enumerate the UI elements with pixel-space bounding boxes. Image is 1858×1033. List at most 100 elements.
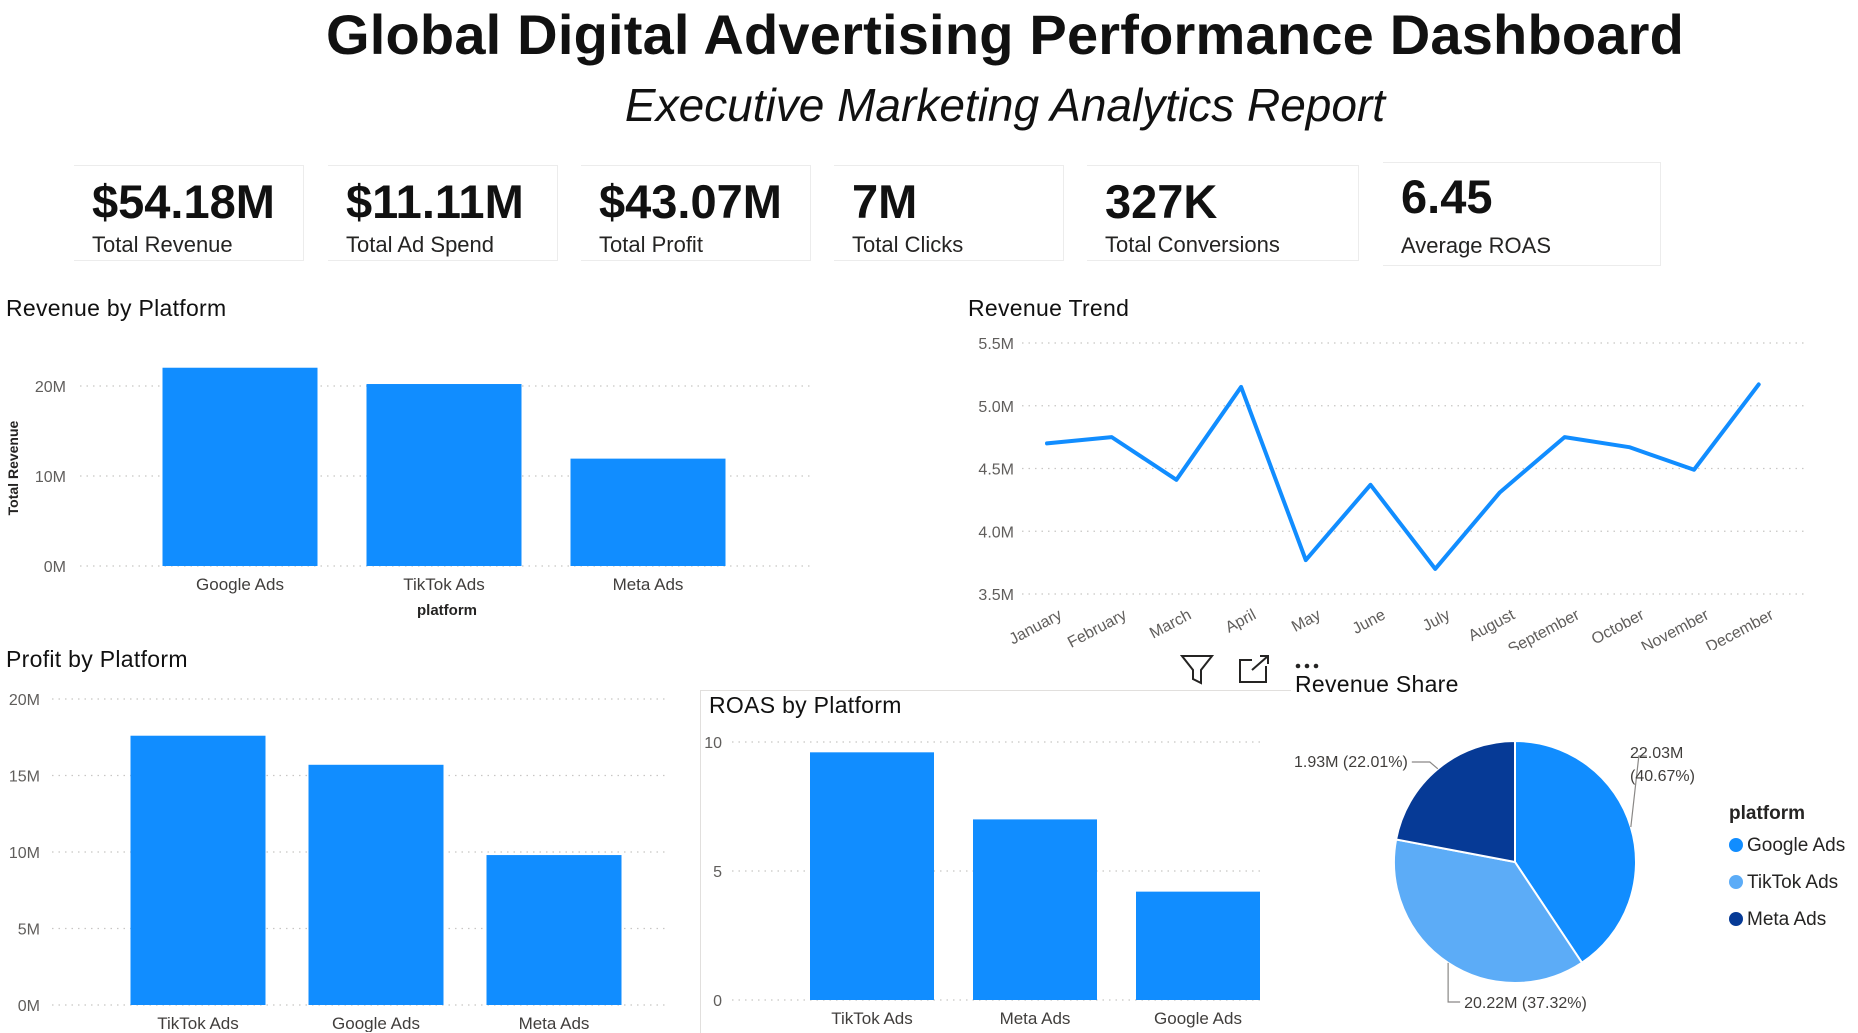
legend-label: Meta Ads — [1747, 909, 1827, 930]
x-tick-label: March — [1147, 607, 1194, 643]
legend-label: TikTok Ads — [1747, 872, 1839, 893]
bar-meta-ads[interactable] — [973, 819, 1097, 1000]
chart-title-roas-by-platform: ROAS by Platform — [709, 692, 902, 718]
pie-slice-tiktok-ads[interactable] — [1393, 838, 1584, 984]
bar-google-ads[interactable] — [162, 367, 318, 566]
x-tick-label: TikTok Ads — [403, 575, 485, 594]
revenue-trend-chart[interactable]: 3.5M 4.0M 4.5M 5.0M 5.5M January February March… — [960, 330, 1820, 650]
legend-title: platform — [1729, 803, 1805, 824]
y-tick-label: 3.5M — [978, 587, 1014, 604]
y-tick-label: 10M — [9, 845, 40, 862]
legend-dot — [1729, 875, 1743, 889]
legend-label: Google Ads — [1747, 835, 1846, 856]
x-tick-label: Meta Ads — [519, 1014, 590, 1032]
profit-by-platform-chart[interactable]: 0M 5M 10M 15M 20M TikTok Ads Google Ads Meta Ad… — [0, 680, 690, 1032]
y-tick-label: 15M — [9, 769, 40, 786]
focus-mode-icon[interactable] — [1239, 652, 1272, 683]
bar-tiktok-ads[interactable] — [130, 735, 266, 1005]
bar-meta-ads[interactable] — [570, 458, 726, 566]
y-tick-label: 10 — [704, 735, 722, 752]
y-tick-label: 10M — [35, 469, 66, 486]
filter-icon[interactable] — [1180, 655, 1215, 685]
visual-header-toolbar — [1180, 652, 1319, 685]
kpi-card-total-profit[interactable]: $43.07M Total Profit — [581, 165, 811, 261]
x-tick-label: TikTok Ads — [831, 1009, 913, 1028]
x-tick-label: May — [1289, 607, 1324, 636]
x-tick-label: July — [1420, 607, 1453, 635]
kpi-card-total-conversions[interactable]: 327K Total Conversions — [1087, 165, 1359, 261]
kpi-label: Average ROAS — [1401, 233, 1552, 258]
data-label: 22.03M (40.67%) — [1630, 745, 1695, 785]
x-tick-label: Google Ads — [196, 575, 284, 594]
kpi-card-total-revenue[interactable]: $54.18M Total Revenue — [74, 165, 304, 261]
y-tick-label: 20M — [35, 379, 66, 396]
x-tick-label: Google Ads — [1154, 1009, 1242, 1028]
legend-item-google-ads[interactable]: Google Ads — [1729, 835, 1845, 857]
legend-dot — [1729, 838, 1743, 852]
roas-by-platform-chart[interactable]: 0 5 10 TikTok Ads Meta Ads Google Ads — [700, 725, 1290, 1032]
kpi-label: Total Profit — [599, 232, 703, 257]
bar-tiktok-ads[interactable] — [810, 752, 934, 1000]
bar-google-ads[interactable] — [308, 764, 444, 1005]
chart-title-revenue-trend: Revenue Trend — [968, 295, 1130, 321]
x-tick-label: December — [1703, 606, 1777, 650]
page-subtitle: Executive Marketing Analytics Report — [624, 79, 1386, 131]
y-tick-label: 0M — [44, 559, 66, 576]
x-tick-label: June — [1350, 606, 1389, 637]
kpi-value: $11.11M — [346, 175, 524, 228]
y-tick-label: 20M — [9, 692, 40, 709]
chart-title-revenue-by-platform: Revenue by Platform — [6, 295, 227, 321]
y-tick-label: 5.0M — [978, 399, 1014, 416]
x-tick-label: November — [1639, 606, 1713, 650]
kpi-label: Total Conversions — [1105, 232, 1280, 257]
legend-item-meta-ads[interactable]: Meta Ads — [1729, 909, 1826, 931]
kpi-value: 327K — [1105, 175, 1218, 228]
roas-visual-frame — [700, 690, 1291, 1033]
bar-meta-ads[interactable] — [486, 855, 622, 1005]
kpi-card-average-roas[interactable]: 6.45 Average ROAS — [1383, 162, 1661, 266]
x-tick-label: January — [1007, 607, 1065, 649]
y-tick-label: 5M — [18, 922, 40, 939]
kpi-value: $43.07M — [599, 175, 782, 228]
kpi-value: 7M — [852, 175, 918, 228]
more-options-icon[interactable] — [1295, 663, 1319, 669]
revenue-share-chart[interactable]: 22.03M (40.67%) 20.22M (37.32%) 11.93M (22.… — [1295, 710, 1715, 1032]
x-tick-label: Meta Ads — [1000, 1009, 1071, 1028]
kpi-label: Total Ad Spend — [346, 232, 495, 257]
legend-dot — [1729, 912, 1743, 926]
y-tick-label: 5.5M — [978, 336, 1014, 353]
y-tick-label: 0M — [18, 998, 40, 1015]
revenue-by-platform-chart[interactable]: 0M 10M 20M Google Ads TikTok Ads Meta Ads plat… — [0, 330, 820, 630]
x-axis-title: platform — [417, 602, 477, 619]
revenue-trend-line[interactable] — [1045, 382, 1761, 571]
page-title: Global Digital Advertising Performance D… — [325, 3, 1685, 66]
x-tick-label: February — [1065, 607, 1130, 650]
data-label: 20.22M (37.32%) — [1464, 995, 1587, 1012]
data-label-leader — [1447, 962, 1461, 1003]
y-tick-label: 0 — [713, 993, 722, 1010]
x-tick-label: April — [1223, 607, 1259, 637]
x-tick-label: Meta Ads — [613, 575, 684, 594]
legend-item-tiktok-ads[interactable]: TikTok Ads — [1729, 872, 1838, 894]
data-label-leader — [1411, 761, 1439, 770]
y-tick-label: 4.5M — [978, 462, 1014, 479]
kpi-card-total-clicks[interactable]: 7M Total Clicks — [834, 165, 1064, 261]
data-label-leader — [1630, 755, 1647, 828]
bar-google-ads[interactable] — [1136, 891, 1260, 1000]
x-tick-label: TikTok Ads — [157, 1014, 239, 1032]
kpi-card-total-ad-spend[interactable]: $11.11M Total Ad Spend — [328, 165, 558, 261]
x-tick-label: Google Ads — [332, 1014, 420, 1032]
kpi-value: 6.45 — [1401, 170, 1493, 223]
pie-slice-meta-ads[interactable] — [1394, 739, 1516, 864]
chart-title-profit-by-platform: Profit by Platform — [6, 646, 188, 672]
y-tick-label: 4.0M — [978, 524, 1014, 541]
chart-title-revenue-share: Revenue Share — [1295, 671, 1459, 697]
y-axis-title: Total Revenue — [5, 420, 21, 515]
x-tick-label: September — [1505, 606, 1583, 650]
data-label: 11.93M (22.01%) — [1295, 754, 1408, 771]
kpi-label: Total Clicks — [852, 232, 964, 257]
kpi-label: Total Revenue — [92, 232, 233, 257]
bar-tiktok-ads[interactable] — [366, 384, 522, 566]
kpi-value: $54.18M — [92, 175, 275, 228]
y-tick-label: 5 — [713, 864, 722, 881]
